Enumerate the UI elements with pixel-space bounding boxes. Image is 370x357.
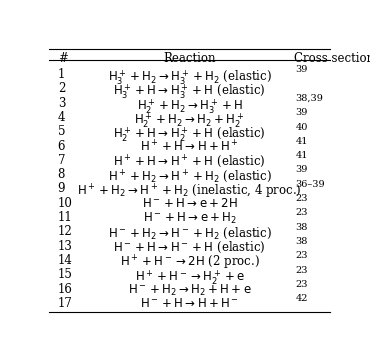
Text: #: # — [58, 52, 68, 65]
Text: 41: 41 — [296, 151, 308, 160]
Text: $\mathrm{H^-} + \mathrm{H} \rightarrow \mathrm{e} + \mathrm{H_2}$: $\mathrm{H^-} + \mathrm{H} \rightarrow \… — [142, 211, 237, 226]
Text: $\mathrm{H^+} + \mathrm{H^-} \rightarrow 2\mathrm{H}$ (2 proc.): $\mathrm{H^+} + \mathrm{H^-} \rightarrow… — [120, 254, 259, 272]
Text: $\mathrm{H^-} + \mathrm{H} \rightarrow \mathrm{H^-} + \mathrm{H}$ (elastic): $\mathrm{H^-} + \mathrm{H} \rightarrow \… — [113, 240, 266, 255]
Text: 8: 8 — [58, 168, 65, 181]
Text: 41: 41 — [296, 137, 308, 146]
Text: 13: 13 — [58, 240, 73, 253]
Text: 9: 9 — [58, 182, 65, 196]
Text: $\mathrm{H^+} + \mathrm{H^-} \rightarrow \mathrm{H_2^+} + \mathrm{e}$: $\mathrm{H^+} + \mathrm{H^-} \rightarrow… — [135, 268, 245, 287]
Text: $\mathrm{H_2^+} + \mathrm{H_2} \rightarrow \mathrm{H_2} + \mathrm{H_2^+}$: $\mathrm{H_2^+} + \mathrm{H_2} \rightarr… — [134, 111, 245, 130]
Text: 23: 23 — [296, 194, 308, 203]
Text: $\mathrm{H^-} + \mathrm{H} \rightarrow \mathrm{H} + \mathrm{H^-}$: $\mathrm{H^-} + \mathrm{H} \rightarrow \… — [140, 297, 239, 310]
Text: 4: 4 — [58, 111, 65, 124]
Text: $\mathrm{H^+} + \mathrm{H_2} \rightarrow \mathrm{H^+} + \mathrm{H_2}$ (elastic): $\mathrm{H^+} + \mathrm{H_2} \rightarrow… — [108, 168, 272, 185]
Text: $\mathrm{H^-} + \mathrm{H_2} \rightarrow \mathrm{H^-} + \mathrm{H_2}$ (elastic): $\mathrm{H^-} + \mathrm{H_2} \rightarrow… — [108, 225, 272, 241]
Text: 17: 17 — [58, 297, 73, 310]
Text: 23: 23 — [296, 208, 308, 217]
Text: 2: 2 — [58, 82, 65, 95]
Text: $\mathrm{H^-} + \mathrm{H} \rightarrow \mathrm{e} + 2\mathrm{H}$: $\mathrm{H^-} + \mathrm{H} \rightarrow \… — [142, 197, 238, 210]
Text: $\mathrm{H_3^+} + \mathrm{H_2} \rightarrow \mathrm{H_3^+} + \mathrm{H_2}$ (elast: $\mathrm{H_3^+} + \mathrm{H_2} \rightarr… — [108, 68, 272, 87]
Text: $\mathrm{H_3^+} + \mathrm{H} \rightarrow \mathrm{H_3^+} + \mathrm{H}$ (elastic): $\mathrm{H_3^+} + \mathrm{H} \rightarrow… — [113, 82, 266, 101]
Text: 5: 5 — [58, 125, 65, 138]
Text: 42: 42 — [296, 294, 308, 303]
Text: 1: 1 — [58, 68, 65, 81]
Text: 39: 39 — [296, 65, 308, 74]
Text: 38: 38 — [296, 237, 308, 246]
Text: 3: 3 — [58, 97, 65, 110]
Text: 11: 11 — [58, 211, 73, 224]
Text: 14: 14 — [58, 254, 73, 267]
Text: 36–39: 36–39 — [296, 180, 325, 189]
Text: $\mathrm{H_2^+} + \mathrm{H} \rightarrow \mathrm{H_2^+} + \mathrm{H}$ (elastic): $\mathrm{H_2^+} + \mathrm{H} \rightarrow… — [113, 125, 266, 144]
Text: 40: 40 — [296, 122, 308, 132]
Text: 39: 39 — [296, 165, 308, 175]
Text: $\mathrm{H^-} + \mathrm{H_2} \rightarrow \mathrm{H_2} + \mathrm{H} + \mathrm{e}$: $\mathrm{H^-} + \mathrm{H_2} \rightarrow… — [128, 282, 252, 298]
Text: 39: 39 — [296, 108, 308, 117]
Text: 23: 23 — [296, 280, 308, 289]
Text: 6: 6 — [58, 140, 65, 152]
Text: 38,39: 38,39 — [296, 94, 324, 103]
Text: 12: 12 — [58, 225, 73, 238]
Text: $\mathrm{H_2^+} + \mathrm{H_2} \rightarrow \mathrm{H_3^+} + \mathrm{H}$: $\mathrm{H_2^+} + \mathrm{H_2} \rightarr… — [137, 97, 243, 116]
Text: 10: 10 — [58, 197, 73, 210]
Text: 16: 16 — [58, 282, 73, 296]
Text: $\mathrm{H^+} + \mathrm{H} \rightarrow \mathrm{H} + \mathrm{H^+}$: $\mathrm{H^+} + \mathrm{H} \rightarrow \… — [140, 140, 239, 155]
Text: 23: 23 — [296, 266, 308, 275]
Text: 7: 7 — [58, 154, 65, 167]
Text: 23: 23 — [296, 251, 308, 260]
Text: $\mathrm{H^+} + \mathrm{H_2} \rightarrow \mathrm{H^+} + \mathrm{H_2}$ (inelastic: $\mathrm{H^+} + \mathrm{H_2} \rightarrow… — [77, 182, 302, 201]
Text: Cross section ref: Cross section ref — [294, 52, 370, 65]
Text: Reaction: Reaction — [164, 52, 216, 65]
Text: 15: 15 — [58, 268, 73, 281]
Text: 38: 38 — [296, 223, 308, 232]
Text: $\mathrm{H^+} + \mathrm{H} \rightarrow \mathrm{H^+} + \mathrm{H}$ (elastic): $\mathrm{H^+} + \mathrm{H} \rightarrow \… — [113, 154, 266, 170]
